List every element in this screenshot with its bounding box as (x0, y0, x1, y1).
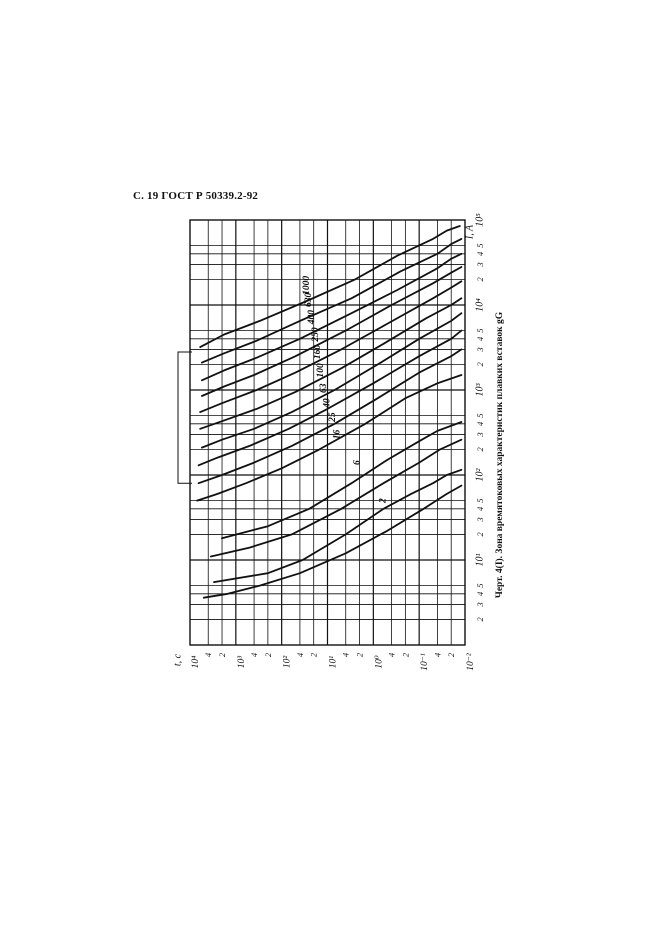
y-tick-major-label: 10¹ (329, 656, 339, 669)
x-tick-minor-label: 2 (475, 447, 485, 452)
curve-2-upper (213, 468, 463, 583)
y-tick-minor-label: 4 (249, 652, 259, 657)
curve-100-upper (199, 297, 463, 430)
y-tick-minor-label: 4 (341, 652, 351, 657)
x-tick-minor-label: 5 (475, 328, 485, 332)
y-tick-major-label: 10⁻¹ (420, 653, 430, 671)
y-tick-major-label: 10⁰ (374, 655, 384, 669)
series-label-250: 250 (311, 327, 321, 343)
x-tick-minor-label: 4 (475, 336, 485, 341)
grid (189, 219, 466, 646)
series-label-16: 16 (333, 429, 343, 439)
x-tick-minor-label: 2 (475, 362, 485, 367)
y-tick-minor-label: 2 (263, 652, 273, 657)
series-label-63: 63 (319, 383, 329, 393)
x-tick-labels: 10¹ 10² 10³ 10⁴ 10⁵ 2 3 4 5 2 3 4 5 2 3 4 5 2 3 4 5 2 3 4 5 (475, 213, 486, 622)
x-tick-minor-label: 4 (475, 421, 485, 426)
x-tick-minor-label: 3 (475, 432, 485, 437)
x-tick-minor-label: 3 (475, 262, 485, 267)
figure-caption: Черт. 4(I). Зона времятоковых характерис… (495, 311, 505, 599)
y-tick-major-label: 10² (283, 656, 293, 669)
y-tick-minor-label: 2 (446, 652, 456, 657)
curve-1000-upper (199, 225, 461, 349)
curve-630-upper (200, 237, 463, 364)
y-tick-minor-label: 2 (355, 652, 365, 657)
x-tick-minor-label: 2 (475, 532, 485, 537)
x-tick-major-label: 10¹ (475, 554, 486, 567)
series-label-6: 6 (353, 460, 363, 465)
series-label-40: 40 (323, 398, 333, 409)
series-label-2: 2 (379, 498, 389, 504)
curve-160-upper (199, 280, 463, 414)
curve-25-upper (197, 348, 463, 485)
y-tick-minor-label: 2 (217, 652, 227, 657)
series-label-25: 25 (328, 412, 338, 423)
x-tick-major-label: 10⁴ (475, 298, 486, 312)
curves (196, 225, 463, 599)
x-tick-major-label: 10² (475, 468, 486, 482)
curve-400-upper (200, 252, 463, 382)
x-tick-minor-label: 4 (475, 251, 485, 256)
x-axis-label: I, A (465, 224, 476, 240)
x-tick-minor-label: 4 (475, 506, 485, 511)
y-tick-major-label: 10⁴ (191, 655, 201, 669)
y-tick-labels: 10⁴ 10³ 10² 10¹ 10⁰ 10⁻¹ 10⁻²4 2 4 2 4 2 4 2 4 2 4 2 (191, 652, 476, 671)
x-tick-minor-label: 3 (475, 602, 485, 607)
y-tick-minor-label: 4 (295, 652, 305, 657)
series-label-630: 630 (304, 292, 314, 307)
x-tick-minor-label: 5 (475, 583, 485, 587)
series-label-1000: 1000 (302, 276, 312, 295)
zone-bracket-outline (177, 351, 192, 484)
x-tick-minor-label: 3 (475, 347, 485, 352)
curve-16-upper (196, 374, 463, 502)
x-tick-minor-label: 5 (475, 498, 485, 502)
axis-labels: I, A t, c (173, 224, 476, 666)
curve-6-lower (209, 438, 463, 558)
y-tick-major-label: 10³ (237, 656, 247, 669)
curve-2-lower (202, 484, 463, 599)
y-tick-minor-label: 4 (432, 652, 442, 657)
y-tick-major-label: 10⁻² (466, 653, 476, 671)
x-tick-minor-label: 3 (475, 517, 485, 522)
x-tick-minor-label: 5 (475, 243, 485, 247)
curve-63-upper (200, 312, 463, 449)
series-label-160: 160 (313, 345, 323, 360)
y-tick-minor-label: 4 (203, 652, 213, 657)
x-tick-minor-label: 2 (475, 617, 485, 622)
series-label-400: 400 (307, 310, 317, 326)
x-tick-major-label: 10³ (475, 383, 486, 397)
x-tick-minor-label: 4 (475, 591, 485, 596)
y-axis-label: t, c (173, 653, 184, 666)
curve-6-upper (221, 421, 463, 540)
curve-250-upper (200, 266, 463, 397)
x-tick-major-label: 10⁵ (475, 213, 486, 227)
x-tick-minor-label: 2 (475, 277, 485, 282)
curve-40-upper (197, 329, 463, 467)
page-header: С. 19 ГОСТ Р 50339.2-92 (133, 190, 259, 202)
zone-bracket (177, 351, 192, 484)
y-tick-minor-label: 2 (400, 652, 410, 657)
series-label-100: 100 (316, 363, 326, 378)
y-tick-minor-label: 2 (309, 652, 319, 657)
x-tick-minor-label: 5 (475, 413, 485, 417)
y-tick-minor-label: 4 (387, 652, 397, 657)
